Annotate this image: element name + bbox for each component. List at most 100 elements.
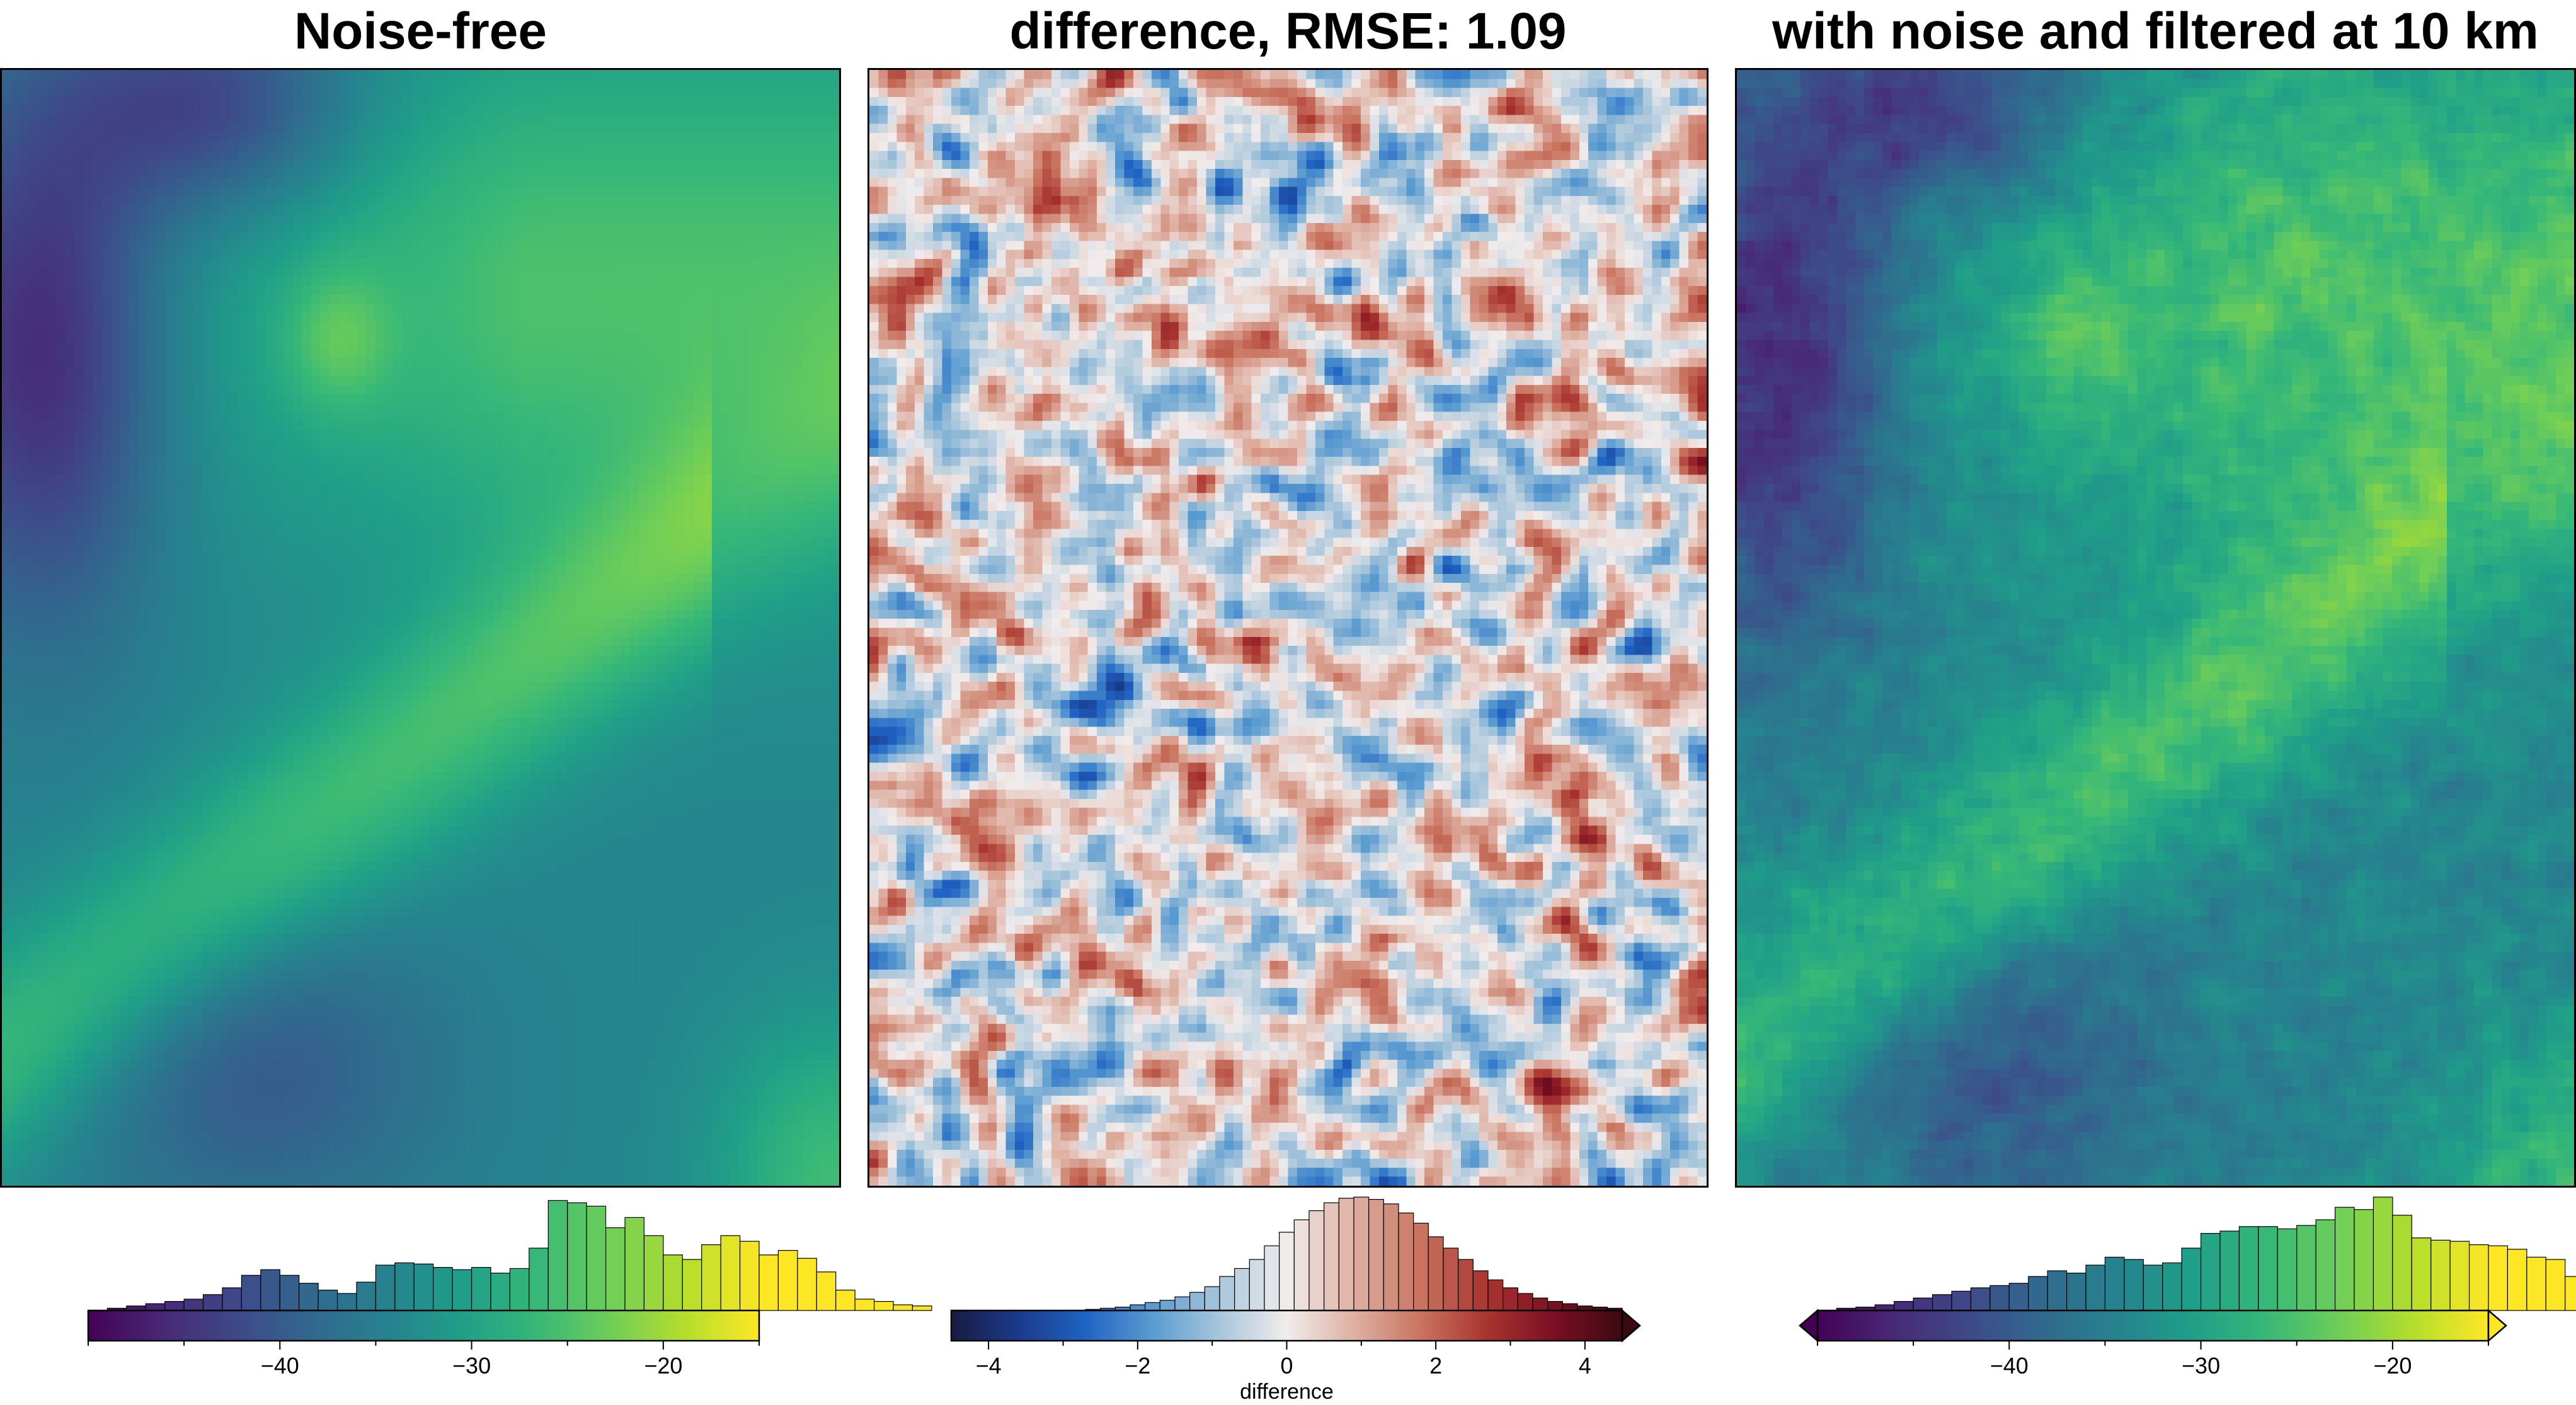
difference-hist-bar [1234,1268,1250,1311]
noise-free-hist-bar [145,1303,166,1311]
panel-title-filtered: with noise and filtered at 10 km [1772,3,2539,60]
noise-free-hist-bar [279,1275,300,1311]
filtered-hist-bar [2354,1209,2374,1311]
noise-free-hist-bar [547,1200,568,1311]
heatmap-difference-grid [869,70,1707,1186]
difference-hist-bar [1249,1259,1265,1311]
heatmap-noise-free [0,68,841,1188]
difference-tick-label: 4 [1579,1353,1591,1379]
noise-free-hist-bar [299,1283,319,1311]
difference-hist-bar [1353,1196,1370,1311]
difference-hist-bar [1189,1292,1205,1311]
noise-free-hist-bar [433,1266,453,1311]
filtered-hist-bar [2545,1259,2566,1311]
filtered-hist-bar [2181,1247,2202,1311]
noise-free-hist-bar [222,1287,243,1311]
noise-free-hist-bar [567,1202,587,1311]
filtered-hist-bar [2315,1219,2336,1311]
difference-hist-bar [1293,1219,1310,1311]
noise-free-hist-bar [854,1299,875,1311]
difference-hist-bar [1264,1245,1280,1311]
difference-tick-label: 0 [1280,1353,1293,1379]
filtered-hist-bar [2449,1241,2470,1311]
noise-free-hist-bar [701,1244,721,1311]
filtered-hist-bar [1951,1290,1972,1311]
difference-hist-bar [1532,1297,1548,1311]
noise-free-tick-label: −30 [452,1353,491,1379]
filtered-hist-bar [2143,1264,2163,1311]
difference-hist-bar [1174,1296,1191,1311]
noise-free-hist-bar [260,1269,280,1311]
filtered-hist-bar [2507,1249,2527,1311]
filtered-extend-max-arrow [2487,1309,2507,1343]
difference-hist-bar [1338,1198,1354,1311]
filtered-hist-bar [1894,1301,1914,1311]
noise-free-hist-bar [356,1282,377,1311]
difference-hist-bar [1368,1198,1384,1311]
noise-free-hist-bar [318,1290,338,1311]
filtered-hist-bar [2526,1256,2546,1311]
noise-free-hist-bar [529,1247,549,1311]
filtered-hist-bar [1932,1294,1952,1311]
filtered-extend-min-arrow [1799,1309,1819,1343]
filtered-hist-bar [2334,1207,2355,1311]
difference-hist-bar [1398,1212,1414,1311]
difference-hist-bar [1324,1202,1339,1311]
heatmap-filtered [1735,68,2576,1188]
panel-title-noise-free: Noise-free [294,3,547,60]
filtered-hist-bar [2296,1225,2316,1311]
difference-tick-label: −2 [1125,1353,1150,1379]
noise-free-hist-bar [797,1258,817,1311]
filtered-hist-bar [2277,1228,2298,1311]
heatmap-difference [867,68,1709,1188]
noise-free-hist-bar [241,1275,261,1311]
difference-colorbar-gradient [950,1309,1623,1342]
filtered-hist-bar [2104,1256,2125,1311]
filtered-hist-bar [2219,1230,2240,1311]
noise-free-hist-bar [720,1235,741,1311]
noise-free-colorbar-gradient [87,1309,760,1342]
noise-free-tick-label: −40 [261,1353,299,1379]
panel-title-difference: difference, RMSE: 1.09 [1009,3,1567,60]
noise-free-hist-bar [490,1272,511,1311]
difference-hist-bar [1517,1293,1533,1311]
filtered-hist-bar [2028,1276,2048,1311]
difference-hist-bar [1413,1222,1429,1311]
difference-tick-label: −4 [976,1353,1002,1379]
filtered-hist-bar [2047,1270,2068,1311]
noise-free-hist-bar [164,1301,185,1311]
difference-tick-label: 2 [1429,1353,1442,1379]
noise-free-hist-bar [375,1264,396,1311]
filtered-hist-bar [2258,1226,2278,1311]
difference-hist-bar [1279,1232,1295,1311]
noise-free-hist-bar [663,1254,683,1311]
noise-free-hist-bar [739,1241,760,1311]
noise-free-hist-bar [816,1271,837,1311]
filtered-hist-bar [1913,1297,1933,1311]
noise-free-hist-bar [682,1259,702,1311]
noise-free-hist-bar [777,1249,798,1311]
filtered-hist-bar [2085,1264,2106,1311]
colorbar-noise-free: −40 −30 −20 [87,1200,932,1379]
difference-hist-bar [1458,1259,1474,1311]
filtered-hist-bar [2066,1272,2087,1311]
filtered-tick-label: −40 [1990,1353,2029,1379]
difference-hist-bar [1145,1302,1160,1311]
noise-free-hist-bar [605,1227,626,1311]
noise-free-hist-bar [643,1235,664,1311]
filtered-hist-bar [2411,1237,2432,1311]
filtered-colorbar-gradient [1816,1309,2490,1342]
filtered-hist-bar [2162,1262,2182,1311]
difference-hist-bar [1428,1236,1444,1311]
difference-extend-max-arrow [1621,1309,1641,1343]
noise-free-hist-bar [835,1290,856,1311]
difference-hist-bar [1159,1300,1176,1311]
noise-free-hist-bar [413,1263,434,1311]
filtered-hist-bar [2468,1244,2489,1311]
difference-hist-bar [1308,1210,1325,1311]
difference-hist-bar [1472,1270,1489,1311]
noise-free-hist-bar [873,1301,894,1311]
filtered-hist-bar [2008,1283,2029,1311]
filtered-hist-bar [2565,1276,2576,1311]
difference-hist-bar [1204,1286,1220,1311]
